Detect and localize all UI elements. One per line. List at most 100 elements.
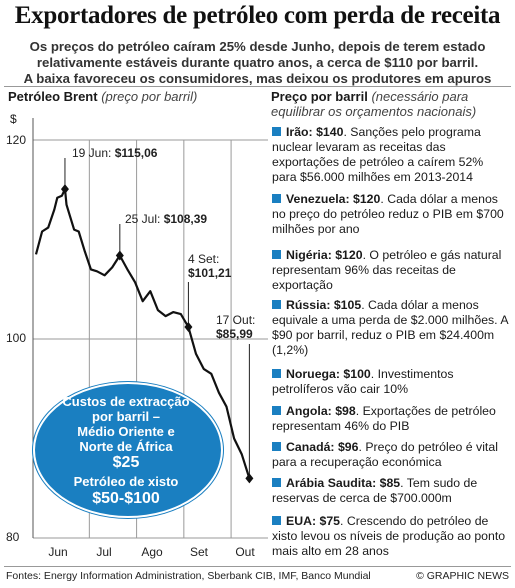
x-tick-jun: Jun [48, 545, 68, 559]
bullet-square-icon [272, 406, 281, 415]
country-name: Rússia: [286, 298, 331, 312]
country-entry-angola: Angola: $98. Exportações de petróleo rep… [268, 404, 511, 437]
country-note-text: Preço do petróleo é vital para a recuper… [272, 440, 498, 469]
annotation-set-4-value-wrap: $101,21 [188, 266, 231, 280]
annotation-marker-2 [184, 321, 193, 332]
country-name: Noruega: [286, 367, 340, 381]
country-note-text: Sanções pelo programa nuclear levaram as… [272, 125, 484, 184]
chart-title-bold: Petróleo Brent [8, 89, 98, 104]
country-note-text: Cada dólar a menos equivale a uma perda … [272, 298, 508, 357]
callout-line-4: Norte de África [79, 439, 173, 454]
footer-divider [4, 566, 511, 567]
country-note-text: O petróleo e gás natural representam 96%… [272, 248, 502, 292]
annotation-marker-3 [245, 473, 254, 484]
country-name: Arábia Saudita: [286, 476, 377, 490]
country-price: $85 [379, 476, 401, 490]
country-note: . [370, 367, 378, 381]
country-name: EUA: [286, 514, 317, 528]
country-note: . [400, 476, 407, 490]
country-name: Irão: [286, 125, 313, 139]
country-note-text: Crescendo do petróleo de xisto levou os … [272, 514, 506, 558]
bullet-square-icon [272, 369, 281, 378]
country-entry-russia: Rússia: $105. Cada dólar a menos equival… [268, 298, 511, 361]
country-price: $96 [337, 440, 359, 454]
price-panel-header: Preço por barril (necessário para equili… [271, 89, 511, 119]
country-note: . [340, 514, 347, 528]
extraction-cost-callout: Custos de extracção por barril – Médio O… [33, 382, 223, 518]
y-tick-120: 120 [6, 133, 27, 147]
country-note-text: Exportações de petróleo representam 46% … [272, 404, 496, 433]
annotation-marker-1 [115, 250, 124, 261]
subheadline-line-3: A baixa favoreceu os consumidores, mas d… [23, 71, 492, 86]
country-note: . [361, 298, 369, 312]
price-panel-title: Preço por barril [271, 89, 368, 104]
country-price: $120 [335, 248, 363, 262]
annotation-jul-25-value: $108,39 [163, 212, 208, 226]
headline: Exportadores de petróleo com perda de re… [14, 2, 501, 29]
country-name: Nigéria: [286, 248, 332, 262]
callout-value-2: $50-$100 [92, 490, 160, 507]
country-entry-canada: Canadá: $96. Preço do petróleo é vital p… [268, 440, 511, 473]
credit-line: © GRAPHIC NEWS [416, 570, 509, 582]
x-tick-out: Out [235, 545, 255, 559]
annotation-jun-19: 19 Jun: $115,06 [72, 146, 157, 160]
callout-line-2: por barril – [92, 409, 160, 424]
chart-title-italic: (preço por barril) [101, 89, 198, 104]
country-note-text: Investimentos petrolíferos vão cair 10% [272, 367, 454, 396]
brent-price-line [34, 188, 251, 479]
callout-line-3: Médio Oriente e [77, 424, 175, 439]
country-entry-venezuela: Venezuela: $120. Cada dólar a menos no p… [268, 192, 511, 242]
country-price: $140 [316, 125, 344, 139]
price-panel-note-1: (necessário para [371, 89, 469, 104]
y-tick-80: 80 [6, 530, 20, 544]
bullet-square-icon [272, 300, 281, 309]
bullet-square-icon [272, 442, 281, 451]
country-price: $98 [335, 404, 356, 418]
country-entry-saudi-arabia: Arábia Saudita: $85. Tem sudo de reserva… [268, 476, 511, 509]
bullet-square-icon [272, 250, 281, 259]
country-price: $120 [352, 192, 381, 206]
sources-line: Fontes: Energy Information Administratio… [6, 570, 371, 582]
annotation-jul-25: 25 Jul: $108,39 [125, 212, 207, 226]
y-tick-100: 100 [6, 331, 27, 345]
callout-line-1: Custos de extracção [62, 394, 190, 409]
country-entry-usa: EUA: $75. Crescendo do petróleo de xisto… [268, 514, 511, 562]
country-entry-norway: Noruega: $100. Investimentos petrolífero… [268, 367, 511, 400]
callout-bubble [33, 382, 223, 518]
country-note: . [343, 125, 351, 139]
country-note: . [380, 192, 388, 206]
annotation-marker-0 [60, 184, 69, 195]
bullet-square-icon [272, 478, 281, 487]
country-price: $105 [333, 298, 362, 312]
country-entry-iran: Irão: $140. Sanções pelo programa nuclea… [268, 125, 511, 190]
country-note-text: Cada dólar a menos no preço do petróleo … [272, 192, 504, 236]
country-name: Canadá: [286, 440, 335, 454]
header-divider [4, 86, 511, 87]
annotation-out-17-date: 17 Out: [216, 313, 256, 327]
callout-value-1: $25 [112, 454, 140, 471]
x-tick-ago: Ago [141, 545, 163, 559]
bullet-square-icon [272, 516, 281, 525]
bullet-square-icon [272, 127, 281, 136]
annotation-set-4-value: $101,21 [188, 266, 232, 280]
bullet-square-icon [272, 194, 281, 203]
country-price: $100 [343, 367, 371, 381]
y-axis-unit-label: $ [10, 112, 17, 126]
x-tick-jul: Jul [96, 545, 112, 559]
chart-title: Petróleo Brent (preço por barril) [8, 89, 197, 104]
country-note-text: Tem sudo de reservas de cerca de $700.00… [272, 476, 478, 505]
country-name: Angola: [286, 404, 332, 418]
subheadline-line-1: Os preços do petróleo caíram 25% desde J… [29, 39, 486, 54]
annotation-jul-25-date: 25 Jul: [125, 212, 161, 226]
subheadline-line-2: relativamente estáveis durante quatro an… [36, 55, 479, 70]
country-note: . [362, 248, 370, 262]
annotation-out-17-value-wrap: $85,99 [216, 327, 253, 341]
country-price: $75 [319, 514, 341, 528]
price-panel-note-2: equilibrar os orçamentos nacionais) [271, 104, 477, 119]
annotation-jun-19-date: 19 Jun: [72, 146, 112, 160]
annotation-jun-19-value: $115,06 [114, 146, 158, 160]
country-name: Venezuela: [286, 192, 350, 206]
country-note: . [358, 440, 366, 454]
x-tick-set: Set [189, 545, 208, 559]
country-entry-nigeria: Nigéria: $120. O petróleo e gás natural … [268, 248, 511, 296]
